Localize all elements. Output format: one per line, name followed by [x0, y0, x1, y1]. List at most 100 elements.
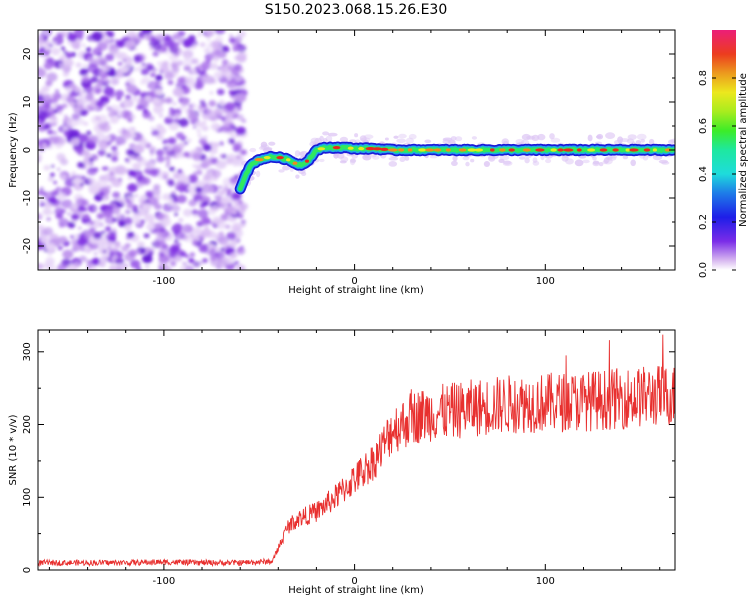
noise-blob [197, 200, 202, 204]
noise-blob [47, 176, 55, 182]
noise-blob [183, 58, 193, 68]
noise-blob [165, 97, 173, 104]
noise-blob [117, 61, 123, 66]
noise-blob [55, 104, 64, 112]
noise-blob [103, 173, 114, 182]
noise-blob [172, 101, 177, 106]
noise-blob [70, 137, 80, 146]
noise-blob [220, 63, 230, 71]
noise-blob [218, 185, 223, 189]
noise-blob [160, 217, 172, 227]
noise-blob [232, 44, 241, 52]
noise-blob [227, 65, 234, 71]
noise-blob [210, 122, 221, 131]
noise-blob [90, 76, 99, 83]
noise-blob [132, 96, 138, 101]
noise-blob [223, 186, 229, 192]
noise-blob [38, 142, 44, 147]
noise-blob [124, 243, 131, 248]
noise-blob [92, 206, 97, 211]
noise-blob [71, 40, 81, 49]
noise-blob [196, 129, 201, 133]
colorbar: 0.0 0.2 0.4 0.6 0.8 Normalized spectral ampl… [698, 30, 749, 278]
ridge-haze [462, 156, 470, 161]
noise-blob [176, 194, 187, 204]
ridge-peak [458, 148, 467, 152]
noise-blob [38, 43, 43, 49]
ridge-peak [490, 148, 495, 152]
noise-blob [167, 180, 175, 187]
noise-blob [115, 257, 124, 265]
ridge-haze [298, 151, 305, 156]
noise-blob [210, 221, 216, 226]
noise-blob [229, 252, 238, 259]
ridge-haze [455, 136, 463, 142]
noise-blob [136, 155, 141, 160]
noise-blob [191, 209, 199, 215]
noise-blob [42, 207, 52, 216]
noise-blob [212, 56, 220, 63]
noise-blob [57, 263, 67, 270]
noise-blob [241, 223, 246, 227]
noise-blob [172, 33, 181, 40]
noise-blob [141, 62, 146, 67]
ridge-haze [565, 158, 574, 165]
ridge-peak [398, 148, 405, 152]
noise-blob [202, 258, 208, 263]
noise-blob [229, 34, 234, 38]
ridge-peak [550, 148, 557, 152]
snr-series-line [38, 334, 675, 568]
noise-blob [200, 228, 212, 238]
ridge-haze [640, 138, 645, 143]
noise-blob [126, 231, 135, 239]
ridge-haze [574, 159, 584, 167]
ridge-haze [549, 133, 555, 140]
ridge-peak [599, 148, 608, 152]
noise-blob [69, 101, 76, 107]
noise-blob [85, 104, 93, 110]
noise-blob [143, 233, 150, 239]
noise-blob [232, 142, 243, 151]
noise-blob [106, 106, 113, 112]
noise-blob [229, 241, 237, 248]
noise-blob [192, 164, 197, 168]
noise-blob [41, 49, 46, 53]
noise-blob [111, 228, 117, 233]
noise-blob [159, 64, 170, 73]
noise-blob [73, 261, 81, 268]
noise-blob [69, 83, 76, 89]
noise-blob [226, 190, 232, 194]
ridge-haze [260, 144, 270, 150]
ridge-haze [339, 136, 348, 143]
ridge-haze [642, 155, 649, 161]
noise-blob [102, 250, 107, 253]
ridge-haze [249, 147, 257, 153]
ridge-haze [498, 158, 505, 163]
noise-blob [210, 207, 215, 211]
noise-blob [142, 254, 153, 264]
noise-blob [67, 221, 76, 229]
noise-blob [137, 31, 144, 37]
noise-blob [149, 167, 161, 177]
noise-blob [228, 90, 233, 94]
noise-blob [109, 116, 119, 124]
noise-blob [237, 30, 246, 38]
noise-blob [125, 94, 131, 100]
noise-blob [146, 222, 156, 231]
noise-blob [152, 97, 161, 105]
noise-blob [136, 249, 142, 254]
noise-blob [162, 139, 169, 145]
noise-blob [161, 47, 168, 52]
noise-blob [153, 105, 164, 114]
noise-blob [191, 240, 199, 246]
noise-blob [40, 235, 50, 244]
ridge-peak [263, 156, 271, 160]
noise-blob [57, 192, 67, 200]
ridge-haze [362, 154, 372, 161]
ridge-haze [424, 139, 432, 144]
noise-blob [168, 251, 177, 259]
x-tick-label: -100 [153, 276, 176, 287]
noise-blob [206, 43, 213, 48]
noise-blob [220, 196, 230, 205]
noise-blob [183, 235, 193, 243]
